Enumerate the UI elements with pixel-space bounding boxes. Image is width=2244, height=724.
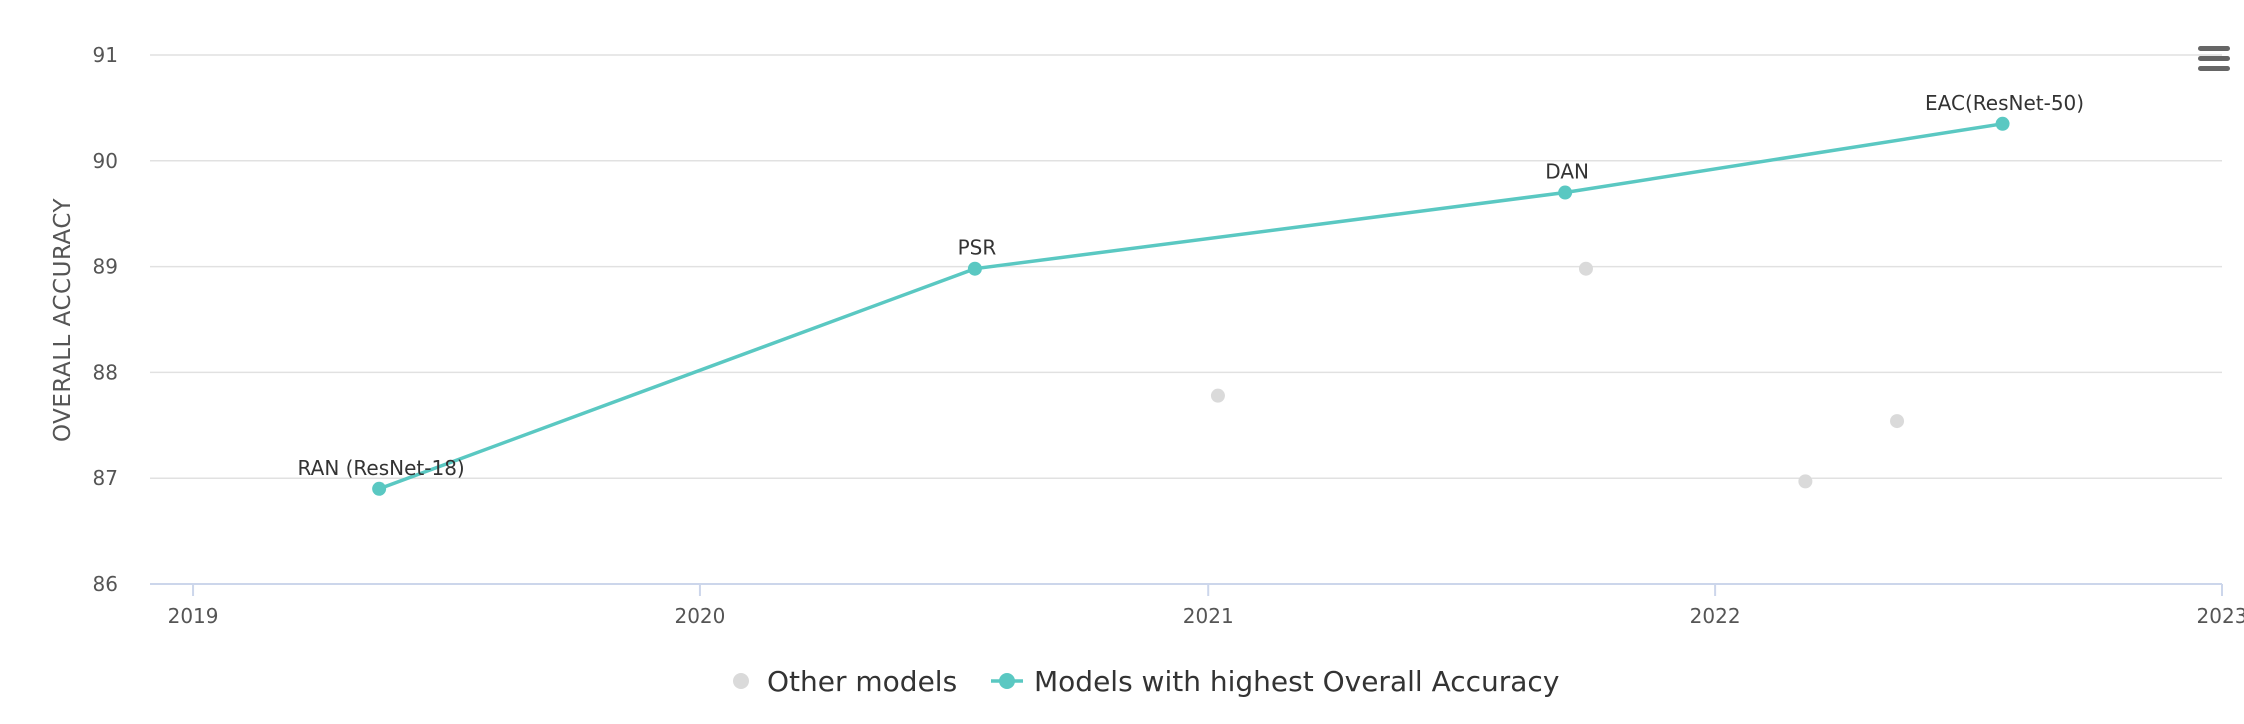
y-tick-label: 87 <box>93 466 118 490</box>
best-model-point[interactable] <box>1558 185 1573 200</box>
other-model-point[interactable] <box>1890 414 1905 429</box>
best-model-label: RAN (ResNet-18) <box>298 456 465 480</box>
best-model-point[interactable] <box>372 481 387 496</box>
x-tick-label: 2023 <box>2197 604 2244 628</box>
x-tick-label: 2021 <box>1183 604 1234 628</box>
plot-area: RAN (ResNet-18) PSR DAN EAC(ResNet-50) <box>298 91 2084 496</box>
best-model-point[interactable] <box>1995 116 2010 131</box>
legend-marker-highest <box>999 673 1015 689</box>
best-model-label: DAN <box>1545 160 1589 184</box>
legend-label-other: Other models <box>767 665 957 698</box>
y-axis-ticks: 86 87 88 89 90 91 <box>93 43 118 596</box>
other-model-point[interactable] <box>1210 388 1225 403</box>
x-tick-label: 2022 <box>1690 604 1741 628</box>
x-tick-label: 2020 <box>674 604 725 628</box>
legend-item-other-models[interactable]: Other models <box>733 665 957 698</box>
y-tick-label: 89 <box>93 255 118 279</box>
hamburger-menu-icon[interactable] <box>2198 46 2230 71</box>
best-model-point[interactable] <box>967 261 982 276</box>
x-tick-label: 2019 <box>168 604 219 628</box>
y-tick-label: 86 <box>93 572 118 596</box>
y-axis-title: OVERALL ACCURACY <box>50 198 76 443</box>
legend-item-highest-accuracy[interactable]: Models with highest Overall Accuracy <box>991 665 1559 698</box>
legend-marker-other <box>733 673 749 689</box>
legend-label-highest: Models with highest Overall Accuracy <box>1034 665 1559 698</box>
grid-lines <box>150 54 2222 479</box>
best-model-line <box>378 122 2003 491</box>
other-model-point[interactable] <box>1578 261 1593 276</box>
y-tick-label: 90 <box>93 149 118 173</box>
y-tick-label: 88 <box>93 360 118 384</box>
best-model-label: PSR <box>958 236 997 260</box>
other-model-point[interactable] <box>1798 474 1813 489</box>
legend: Other models Models with highest Overall … <box>733 665 1559 698</box>
y-tick-label: 91 <box>93 43 118 67</box>
x-axis: 2019 2020 2021 2022 2023 <box>150 583 2244 628</box>
best-model-label: EAC(ResNet-50) <box>1925 91 2084 115</box>
